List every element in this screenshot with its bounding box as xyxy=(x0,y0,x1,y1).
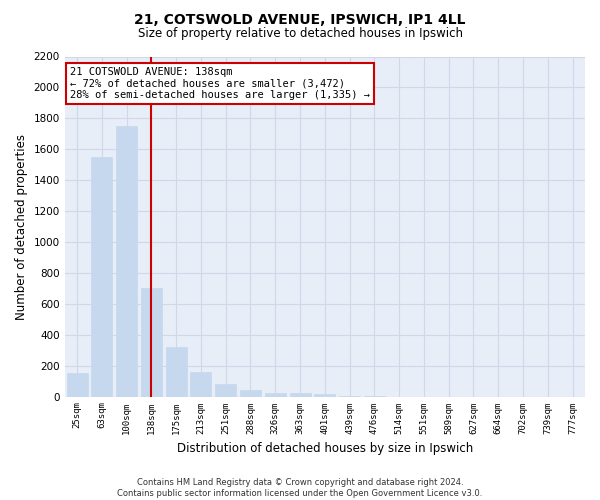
Bar xyxy=(240,390,261,396)
Text: Contains HM Land Registry data © Crown copyright and database right 2024.
Contai: Contains HM Land Registry data © Crown c… xyxy=(118,478,482,498)
Bar xyxy=(190,372,211,396)
Bar xyxy=(215,384,236,396)
X-axis label: Distribution of detached houses by size in Ipswich: Distribution of detached houses by size … xyxy=(177,442,473,455)
Bar xyxy=(265,392,286,396)
Bar xyxy=(290,394,311,396)
Text: 21 COTSWOLD AVENUE: 138sqm
← 72% of detached houses are smaller (3,472)
28% of s: 21 COTSWOLD AVENUE: 138sqm ← 72% of deta… xyxy=(70,66,370,100)
Y-axis label: Number of detached properties: Number of detached properties xyxy=(15,134,28,320)
Text: Size of property relative to detached houses in Ipswich: Size of property relative to detached ho… xyxy=(137,28,463,40)
Bar xyxy=(116,126,137,396)
Bar xyxy=(91,157,112,396)
Text: 21, COTSWOLD AVENUE, IPSWICH, IP1 4LL: 21, COTSWOLD AVENUE, IPSWICH, IP1 4LL xyxy=(134,12,466,26)
Bar xyxy=(141,288,162,397)
Bar xyxy=(67,374,88,396)
Bar xyxy=(166,347,187,397)
Bar xyxy=(314,394,335,396)
